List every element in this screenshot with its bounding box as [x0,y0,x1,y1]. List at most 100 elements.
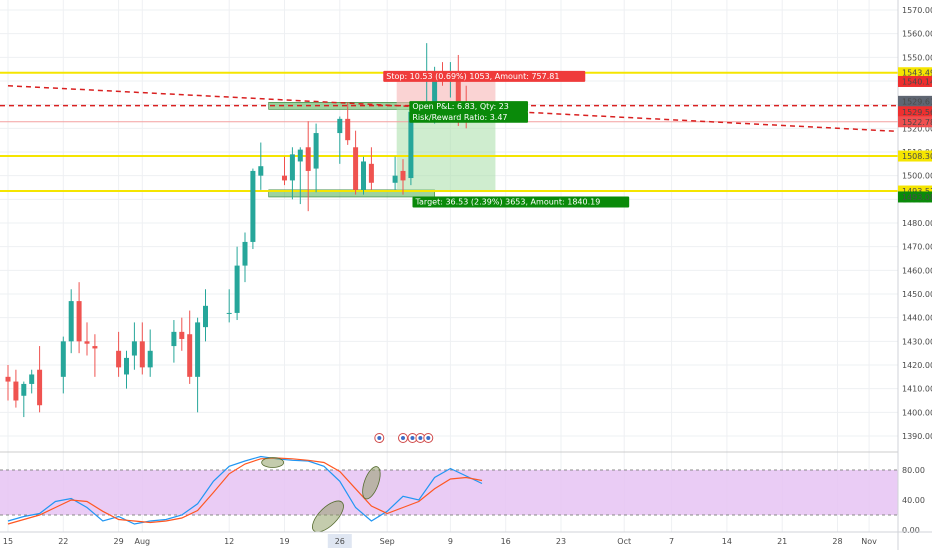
price-tick: 1450.00 [902,290,932,299]
candle-body [282,175,287,181]
candle-body [124,357,129,375]
candle-body [368,163,374,183]
candle-body [171,331,177,347]
price-tick: 1550.00 [902,53,932,62]
grid-lines [0,0,898,532]
time-tick: 14 [722,537,732,546]
candle-body [37,369,43,406]
time-tick: Sep [380,537,395,546]
event-icon-center [418,436,423,440]
candle-body [345,118,351,141]
candle-body [13,381,19,401]
stoch-highlight [312,500,344,533]
event-icon-center [377,436,382,440]
time-tick: 19 [279,537,289,546]
price-tick: 1410.00 [902,385,932,394]
zone-box [268,189,435,198]
candle-body [187,334,193,377]
axis-price-label-bg [898,75,932,87]
time-tick: 15 [3,537,13,546]
candle-body [84,341,90,344]
event-icon-center [410,436,415,440]
stochastic-pane [0,451,898,533]
time-tick: Oct [617,537,631,546]
price-tick: 1390.00 [902,432,932,441]
candle-body [139,341,145,368]
candle-body [5,376,11,382]
price-tick: 1470.00 [902,243,932,252]
stoch-k-line [7,455,483,525]
pnl-label-bg [409,101,529,113]
time-tick: Aug [134,537,150,546]
axis-price-label-bg [898,106,932,118]
level-price-label: 1508.30 [902,152,932,161]
price-tick: 1430.00 [902,337,932,346]
candle-body [408,111,414,179]
candle-body [29,374,35,384]
time-tick: 12 [224,537,234,546]
price-axis[interactable]: 1570.001560.001550.001540.001530.001520.… [897,0,932,550]
rr-label-bg [409,111,529,123]
rr-label: Risk/Reward Ratio: 3.47 [412,113,507,122]
time-tick: 28 [832,537,842,546]
price-tick: 1420.00 [902,361,932,370]
candle-body [313,133,319,169]
candle-body [60,341,66,377]
time-highlight [327,534,352,548]
time-tick: 9 [448,537,453,546]
level-price-label: 1543.49 [902,69,932,78]
candle-body [76,301,82,342]
event-icon-center [401,436,405,440]
price-tick: 1520.00 [902,124,932,133]
price-tick: 1400.00 [902,408,932,417]
price-tick: 1480.00 [902,219,932,228]
event-markers[interactable] [374,433,434,443]
candle-body [68,301,74,342]
level-price-label-bg [898,185,932,197]
candle-body [21,383,27,396]
time-tick: 22 [58,537,68,546]
stoch-tick: 0.00 [902,526,920,535]
level-price-label-bg [898,67,932,79]
time-tick: 23 [556,537,566,546]
stoch-highlight [261,457,285,468]
candle-body [432,71,438,110]
time-tick: 7 [669,537,674,546]
pnl-label: Open P&L: 6.83, Qty: 23 [412,102,509,111]
price-tick: 1440.00 [902,314,932,323]
stop-label: Stop: 10.53 (0.69%) 1053, Amount: 757.81 [386,72,559,81]
candle-body [179,331,185,339]
candle-body [92,346,98,349]
candle-body [203,305,208,328]
axis-price-label-bg [898,95,932,107]
candle-body [226,312,232,314]
candle-body [455,76,461,108]
axis-price-label-bg [898,191,932,203]
time-tick: 16 [501,537,511,546]
candle-body [195,322,201,377]
candle-body [400,170,406,181]
stoch-band [0,470,898,515]
time-tick: 26 [335,537,345,546]
candle-body [116,350,122,368]
stop-label-bg [383,70,586,82]
time-tick: 21 [777,537,787,546]
candle-body [131,341,137,356]
price-tick: 1560.00 [902,30,932,39]
candle-body [392,175,398,183]
axis-price-label: 1522.78 [902,118,932,127]
axis-price-label: 1529.56 [902,108,932,117]
event-icon-center [426,436,431,440]
time-tick: 29 [114,537,124,546]
candle-body [147,350,153,368]
candle-body [250,170,256,242]
price-tick: 1500.00 [902,172,932,181]
axis-price-label-bg [898,116,932,128]
candle-body [337,118,343,134]
time-axis[interactable]: 15 22 29 Aug 12 19 26 Sep 9 16 23 Oct 7 14 21 28 Nov [0,531,932,548]
target-label: Target: 36.53 (2.39%) 3653, Amount: 1840… [414,197,600,206]
candle-body [289,154,295,181]
candle-body [353,147,359,190]
candle-body [258,166,264,176]
